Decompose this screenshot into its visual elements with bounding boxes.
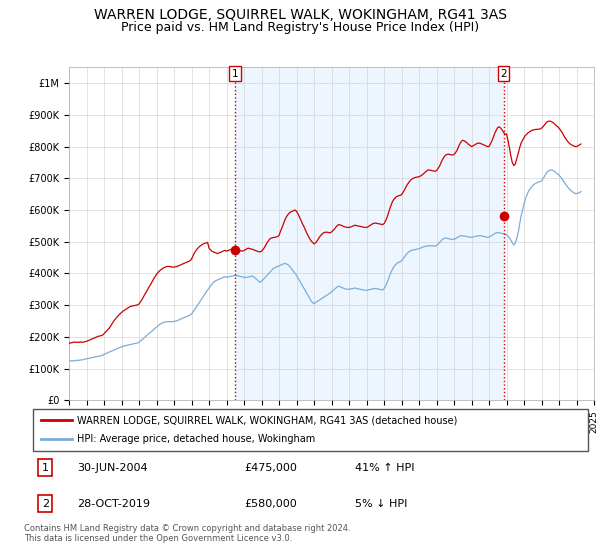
Text: 2: 2 xyxy=(500,69,507,79)
Text: WARREN LODGE, SQUIRREL WALK, WOKINGHAM, RG41 3AS: WARREN LODGE, SQUIRREL WALK, WOKINGHAM, … xyxy=(94,8,506,22)
Text: WARREN LODGE, SQUIRREL WALK, WOKINGHAM, RG41 3AS (detached house): WARREN LODGE, SQUIRREL WALK, WOKINGHAM, … xyxy=(77,415,458,425)
Text: 41% ↑ HPI: 41% ↑ HPI xyxy=(355,463,415,473)
Text: Contains HM Land Registry data © Crown copyright and database right 2024.
This d: Contains HM Land Registry data © Crown c… xyxy=(24,524,350,543)
Text: £475,000: £475,000 xyxy=(244,463,297,473)
Text: 28-OCT-2019: 28-OCT-2019 xyxy=(77,499,151,509)
Text: 5% ↓ HPI: 5% ↓ HPI xyxy=(355,499,407,509)
Text: 1: 1 xyxy=(232,69,239,79)
Text: Price paid vs. HM Land Registry's House Price Index (HPI): Price paid vs. HM Land Registry's House … xyxy=(121,21,479,34)
Text: 30-JUN-2004: 30-JUN-2004 xyxy=(77,463,148,473)
Text: 2: 2 xyxy=(41,499,49,509)
Text: HPI: Average price, detached house, Wokingham: HPI: Average price, detached house, Woki… xyxy=(77,435,316,445)
Text: 1: 1 xyxy=(42,463,49,473)
Bar xyxy=(235,67,503,400)
FancyBboxPatch shape xyxy=(33,409,588,451)
Text: £580,000: £580,000 xyxy=(244,499,296,509)
